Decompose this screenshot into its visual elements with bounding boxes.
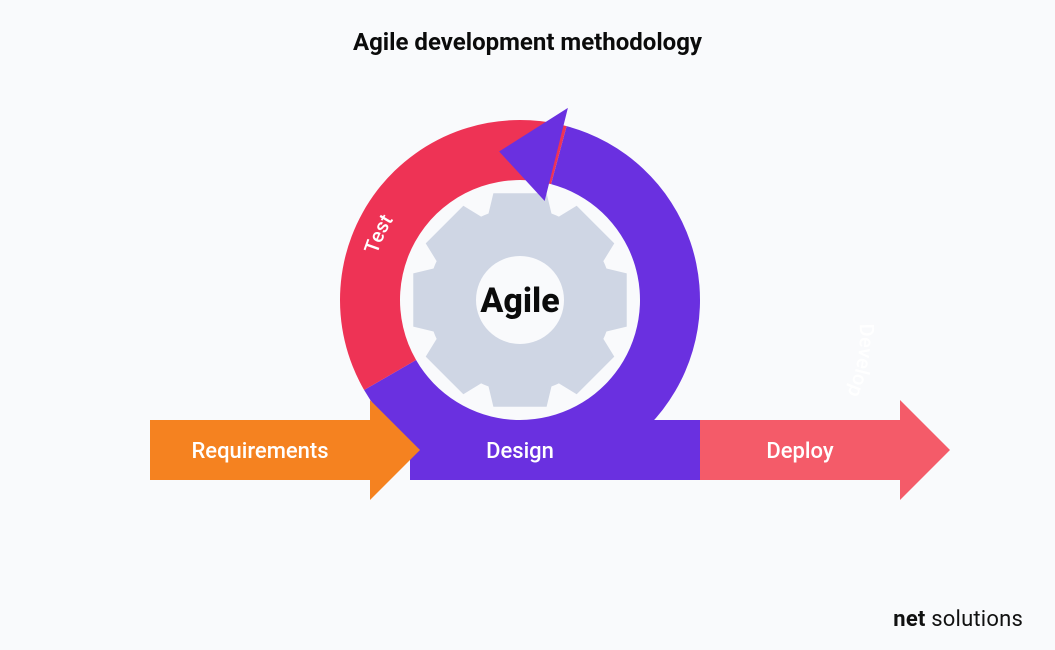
center-label: Agile [480,281,559,321]
label-develop: Develop [843,323,879,401]
logo-light: solutions [926,607,1023,632]
label-deploy: Deploy [766,439,833,464]
brand-logo: net solutions [893,607,1023,632]
label-requirements: Requirements [191,439,328,464]
logo-bold: net [893,607,925,632]
bar-design [410,420,710,480]
diagram-canvas: AgileRequirementsDesignDeploy Develop Te… [0,0,1055,650]
label-design: Design [486,439,554,464]
